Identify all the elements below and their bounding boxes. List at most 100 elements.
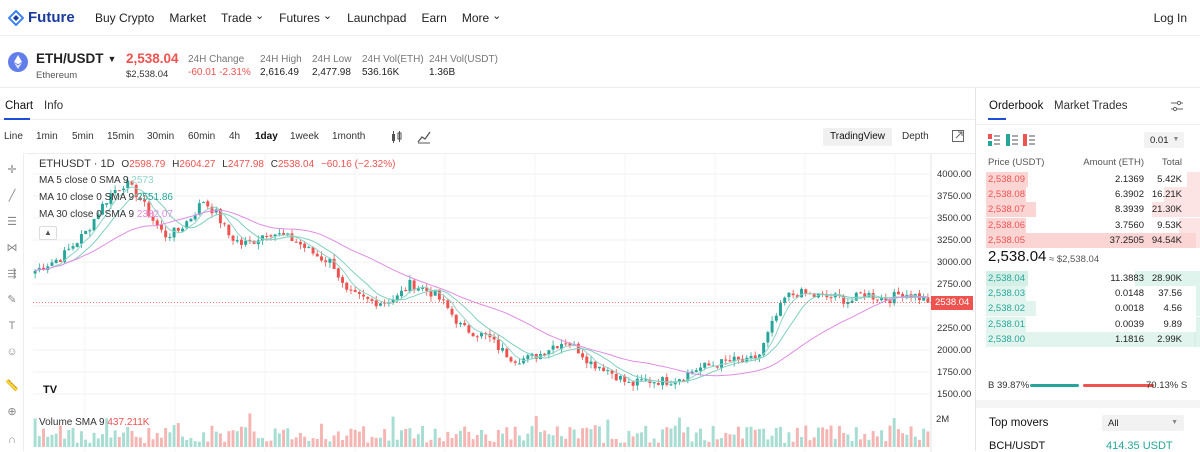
bid-row[interactable]: 2,538.03 0.0148 37.56 <box>976 286 1200 302</box>
nav-item-trade[interactable]: Trade ⌄ <box>221 11 264 26</box>
price-highlight <box>986 187 1026 203</box>
mover-pair[interactable]: BCH/USDT <box>989 440 1046 452</box>
emoji-icon[interactable]: ☺ <box>6 346 18 358</box>
candle-body <box>130 181 134 185</box>
nav-item-launchpad[interactable]: Launchpad <box>347 11 406 25</box>
tradingview-button[interactable]: TradingView <box>823 128 893 146</box>
chart-canvas[interactable]: 4000.00 3750.00 3500.00 3250.00 3000.00 2750.… <box>25 154 975 452</box>
indicators-icon[interactable] <box>417 130 431 144</box>
volume-bar <box>336 431 340 447</box>
login-link[interactable]: Log In <box>1153 11 1187 25</box>
volume-bar <box>210 425 214 447</box>
view-asks-icon[interactable] <box>1023 134 1035 146</box>
bid-row[interactable]: 2,538.04 11.3883 28.90K <box>976 271 1200 286</box>
tab-info[interactable]: Info <box>44 100 64 112</box>
interval-line[interactable]: Line <box>4 131 23 142</box>
interval-1week[interactable]: 1week <box>290 131 319 142</box>
pair-selector[interactable]: ETH/USDT ▼ <box>36 51 116 66</box>
magnet-icon[interactable]: ∩ <box>8 434 16 446</box>
depth-bar <box>1196 301 1200 317</box>
ask-row[interactable]: 2,538.06 3.7560 9.53K <box>976 217 1200 233</box>
ask-row[interactable]: 2,538.09 2.1369 5.42K <box>976 172 1200 187</box>
candle-body <box>294 241 298 243</box>
crosshair-icon[interactable]: ✛ <box>7 164 17 176</box>
volume-bar <box>122 432 126 447</box>
candle-body <box>79 234 83 244</box>
fullscreen-icon[interactable] <box>952 130 964 142</box>
view-bids-icon[interactable] <box>1006 134 1018 146</box>
candle-body <box>884 298 888 301</box>
brush-icon[interactable]: ✎ <box>7 294 17 306</box>
volume-bar <box>517 435 521 447</box>
ask-row[interactable]: 2,538.05 37.2505 94.54K <box>976 232 1200 248</box>
interval-1min[interactable]: 1min <box>36 131 58 142</box>
volume-bar <box>509 439 513 447</box>
nav-item-earn[interactable]: Earn <box>421 11 446 25</box>
row-total: 28.90K <box>1151 273 1182 284</box>
movers-filter-select[interactable]: All ▼ <box>1102 415 1184 431</box>
candle-body <box>395 295 399 300</box>
tab-orderbook[interactable]: Orderbook <box>989 100 1044 112</box>
nav-item-market[interactable]: Market <box>169 11 206 25</box>
pattern-icon[interactable]: ⋈ <box>6 242 18 254</box>
bid-row[interactable]: 2,538.02 0.0018 4.56 <box>976 301 1200 317</box>
interval-4h[interactable]: 4h <box>229 131 241 142</box>
candle-body <box>172 227 176 238</box>
candle-body <box>635 378 639 386</box>
nav-item-buy-crypto[interactable]: Buy Crypto <box>95 11 154 25</box>
candle-style-icon[interactable] <box>390 130 404 144</box>
candle-body <box>265 236 269 238</box>
text-icon[interactable]: T <box>8 320 16 332</box>
interval-5min[interactable]: 5min <box>72 131 94 142</box>
volume-bar <box>736 426 740 447</box>
interval-30min[interactable]: 30min <box>147 131 175 142</box>
interval-1day[interactable]: 1day <box>255 131 278 142</box>
y-tick-label: 4000.00 <box>937 169 971 180</box>
volume-bar <box>252 431 256 447</box>
volume-bar <box>640 432 644 447</box>
candle-body <box>105 203 109 205</box>
fib-icon[interactable]: ⇶ <box>7 268 17 280</box>
settings-sliders-icon[interactable] <box>1171 100 1183 112</box>
volume-bar <box>391 416 395 447</box>
volume-bar <box>370 436 374 447</box>
volume-bar <box>480 429 483 447</box>
nav-item-futures[interactable]: Futures ⌄ <box>279 11 332 26</box>
stat-label: 24H Low <box>312 54 352 65</box>
candle-body <box>812 293 816 297</box>
nav-item-more[interactable]: More ⌄ <box>462 11 502 26</box>
tab-chart[interactable]: Chart <box>5 100 34 112</box>
interval-60min[interactable]: 60min <box>188 131 216 142</box>
horizontal-lines-icon[interactable]: ☰ <box>7 216 17 228</box>
y-tick-label: 3750.00 <box>937 191 971 202</box>
candle-body <box>58 260 62 262</box>
depth-button[interactable]: Depth <box>902 131 929 142</box>
ask-row[interactable]: 2,538.07 8.3939 21.30K <box>976 202 1200 218</box>
zoom-in-icon[interactable]: ⊕ <box>7 406 17 418</box>
ruler-icon[interactable]: 📏 <box>5 380 19 392</box>
candle-body <box>370 299 374 302</box>
brand-logo[interactable]: Future <box>8 9 75 26</box>
volume-bar <box>496 429 500 447</box>
candle-body <box>593 361 597 369</box>
candle-body <box>555 346 559 349</box>
tab-market-trades[interactable]: Market Trades <box>1054 100 1128 112</box>
bid-row[interactable]: 2,538.00 1.1816 2.99K <box>976 331 1200 347</box>
price-chart[interactable]: 4000.00 3750.00 3500.00 3250.00 3000.00 2750.… <box>25 153 975 452</box>
volume-bar <box>387 440 391 447</box>
view-both-icon[interactable] <box>988 134 1000 146</box>
candle-body <box>804 289 808 294</box>
volume-bar <box>324 439 328 447</box>
candle-body <box>589 361 593 365</box>
bid-row[interactable]: 2,538.01 0.0039 9.89 <box>976 316 1200 332</box>
interval-15min[interactable]: 15min <box>107 131 135 142</box>
collapse-legend-button[interactable]: ▲ <box>39 226 57 240</box>
volume-bar <box>172 425 176 447</box>
volume-bar <box>715 439 719 447</box>
interval-1month[interactable]: 1month <box>332 131 366 142</box>
volume-bar <box>138 437 142 447</box>
trendline-icon[interactable]: ╱ <box>8 190 16 202</box>
ask-row[interactable]: 2,538.08 6.3902 16.21K <box>976 187 1200 203</box>
tick-size-select[interactable]: 0.01 ▼ <box>1144 132 1184 148</box>
ma5-line <box>34 186 929 384</box>
